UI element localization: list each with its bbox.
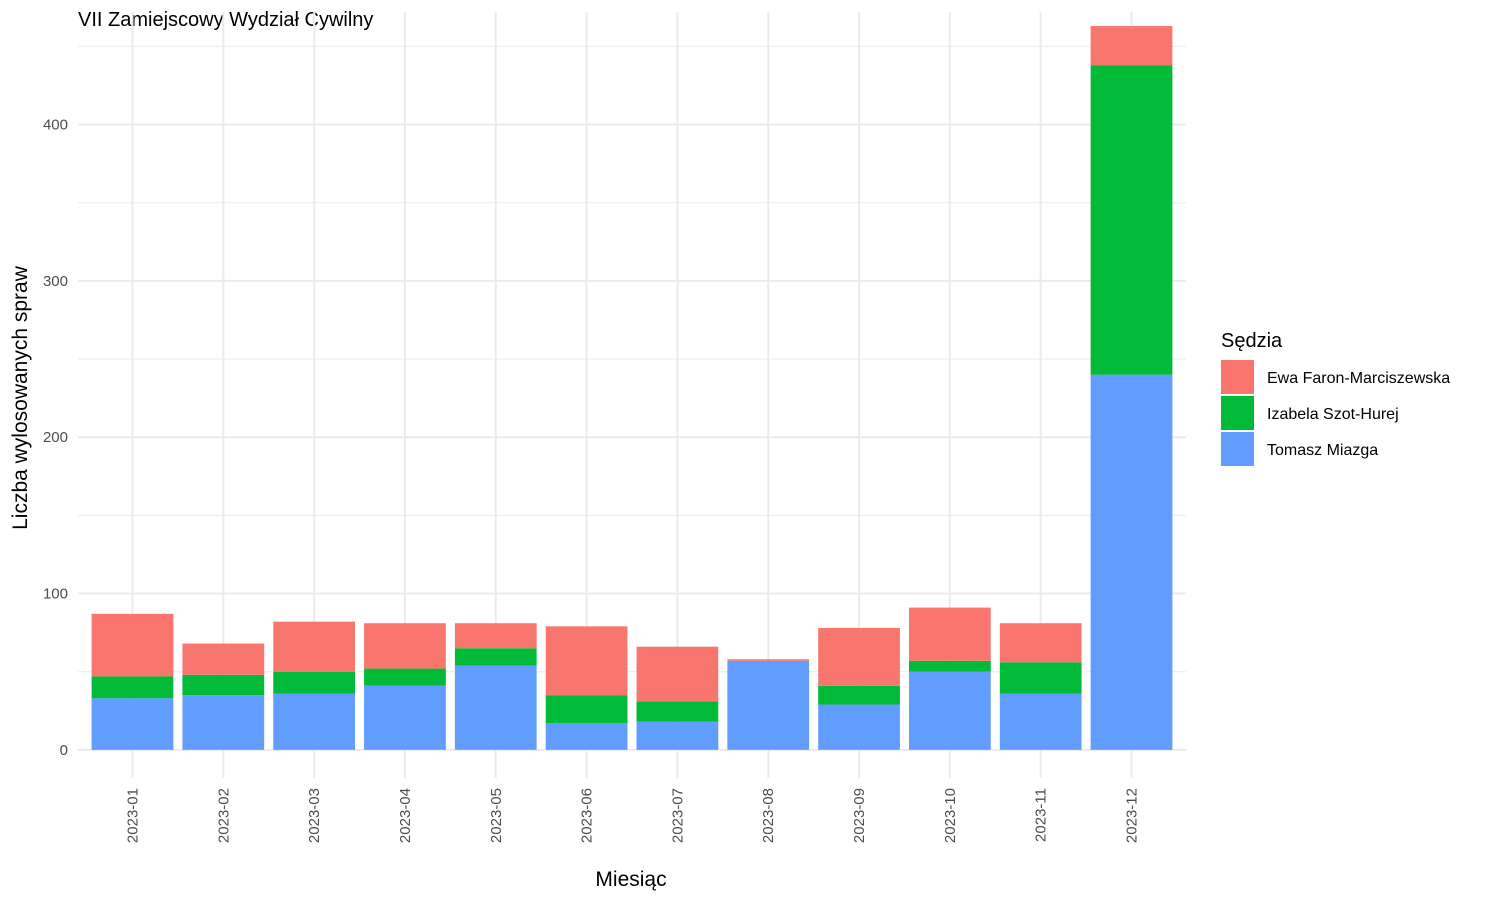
- x-tick-label: 2023-03: [306, 788, 323, 843]
- x-axis-title: Miesiąc: [595, 868, 666, 891]
- bar-segment: [454, 648, 537, 666]
- bar-segment: [727, 659, 810, 661]
- legend: Sędzia Ewa Faron-Marciszewska Izabela Szo…: [1221, 330, 1450, 466]
- bar-segment: [999, 693, 1082, 750]
- bar-segment: [91, 676, 174, 699]
- bar-segment: [999, 662, 1082, 694]
- bar-segment: [91, 698, 174, 750]
- bar-segment: [1090, 65, 1173, 375]
- bar-segment: [454, 665, 537, 750]
- x-tick-label: 2023-07: [669, 788, 686, 843]
- x-tick-label: 2023-01: [124, 788, 141, 843]
- bars: [91, 26, 1173, 750]
- x-tick-label: 2023-12: [1124, 788, 1141, 843]
- x-axis-ticks: 2023-01 2023-02 2023-03 2023-04 2023-05 2023-…: [124, 788, 1140, 843]
- bar-segment: [91, 613, 174, 677]
- chart-title: VII Zamiejscowy Wydział Cywilny: [78, 9, 373, 31]
- bar-segment: [818, 685, 900, 705]
- bar-segment: [182, 674, 265, 696]
- y-tick-label: 300: [43, 273, 68, 290]
- bar-segment: [999, 623, 1082, 663]
- bar-segment: [636, 646, 719, 702]
- x-tick-label: 2023-06: [579, 788, 596, 843]
- bar-segment: [182, 695, 265, 750]
- bar-segment: [273, 621, 355, 672]
- y-tick-label: 100: [43, 586, 68, 603]
- bar-segment: [909, 660, 991, 672]
- bar-segment: [364, 668, 446, 686]
- bar-segment: [636, 721, 719, 750]
- x-tick-label: 2023-02: [215, 788, 232, 843]
- legend-swatch: [1221, 396, 1254, 430]
- bar-segment: [818, 704, 900, 750]
- bar-segment: [182, 643, 265, 675]
- x-tick-label: 2023-11: [1033, 788, 1050, 842]
- bar-segment: [273, 671, 355, 694]
- y-tick-label: 200: [43, 429, 68, 446]
- bar-segment: [273, 693, 355, 750]
- y-tick-label: 400: [43, 117, 68, 134]
- bar-segment: [636, 701, 719, 722]
- bar-segment: [1090, 374, 1173, 750]
- x-tick-label: 2023-04: [397, 788, 414, 843]
- x-tick-label: 2023-09: [851, 788, 868, 843]
- bar-segment: [454, 623, 537, 649]
- bar-segment: [364, 685, 446, 750]
- legend-swatch: [1221, 360, 1254, 394]
- legend-label: Ewa Faron-Marciszewska: [1267, 370, 1450, 387]
- legend-label: Tomasz Miazga: [1267, 442, 1378, 459]
- legend-title: Sędzia: [1221, 330, 1283, 352]
- bar-segment: [909, 607, 991, 661]
- bar-segment: [909, 671, 991, 750]
- bar-segment: [727, 660, 810, 750]
- y-tick-label: 0: [60, 742, 68, 759]
- legend-label: Izabela Szot-Hurej: [1267, 406, 1399, 423]
- x-tick-label: 2023-05: [488, 788, 505, 843]
- bar-segment: [545, 723, 628, 750]
- bar-segment: [364, 623, 446, 669]
- y-axis-title: Liczba wylosowanych spraw: [9, 265, 32, 530]
- bar-segment: [1090, 26, 1173, 66]
- x-tick-label: 2023-08: [760, 788, 777, 843]
- legend-swatch: [1221, 432, 1254, 466]
- bar-segment: [545, 626, 628, 696]
- y-axis-ticks: 0 100 200 300 400: [43, 117, 68, 759]
- bar-segment: [818, 627, 900, 686]
- bar-segment: [545, 695, 628, 724]
- x-tick-label: 2023-10: [942, 788, 959, 843]
